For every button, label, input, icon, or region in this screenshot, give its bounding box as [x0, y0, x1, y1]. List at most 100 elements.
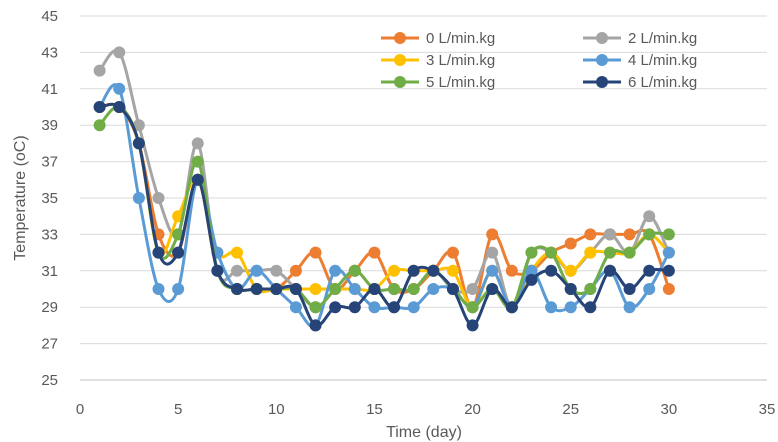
- data-point: [486, 228, 499, 241]
- data-point: [289, 301, 302, 314]
- x-tick-label: 35: [759, 401, 776, 418]
- data-point: [446, 264, 459, 277]
- x-tick-label: 0: [76, 401, 84, 418]
- data-point: [368, 301, 381, 314]
- legend-item: 5 L/min.kg: [381, 74, 495, 91]
- data-point: [623, 283, 636, 295]
- data-point: [623, 228, 636, 241]
- data-point: [191, 173, 204, 186]
- legend-item: 0 L/min.kg: [381, 30, 495, 47]
- data-point: [309, 246, 322, 259]
- data-point: [603, 228, 616, 241]
- y-axis-ticks: 25 27 29 31 33 35 37 39 41 43 45: [41, 8, 58, 389]
- y-tick-label: 43: [41, 44, 58, 61]
- legend-label: 6 L/min.kg: [628, 74, 697, 91]
- data-point: [368, 283, 381, 295]
- legend-swatch-marker: [596, 76, 608, 88]
- data-point: [250, 264, 263, 277]
- y-tick-label: 45: [41, 8, 58, 25]
- data-point: [289, 264, 302, 277]
- y-tick-label: 27: [41, 336, 58, 353]
- data-point: [603, 264, 616, 277]
- data-point: [152, 246, 165, 259]
- x-tick-label: 15: [366, 401, 383, 418]
- y-tick-label: 35: [41, 190, 58, 207]
- data-point: [329, 283, 342, 295]
- data-point: [250, 283, 263, 295]
- data-point: [466, 319, 479, 332]
- data-point: [486, 246, 499, 259]
- data-point: [564, 237, 577, 250]
- data-point: [662, 228, 675, 241]
- data-point: [545, 301, 558, 314]
- data-point: [309, 283, 322, 295]
- data-point: [231, 283, 244, 295]
- legend-swatch-marker: [394, 54, 406, 66]
- data-point: [466, 283, 479, 295]
- data-point: [152, 192, 165, 204]
- data-point: [93, 101, 106, 113]
- data-point: [584, 246, 597, 259]
- data-point: [132, 137, 145, 150]
- data-point: [525, 264, 538, 277]
- y-tick-label: 31: [41, 263, 58, 280]
- x-tick-label: 5: [174, 401, 182, 418]
- x-tick-label: 20: [464, 401, 481, 418]
- data-point: [643, 283, 656, 295]
- legend-item: 2 L/min.kg: [583, 30, 697, 47]
- data-point: [525, 246, 538, 259]
- data-point: [564, 264, 577, 277]
- data-point: [486, 283, 499, 295]
- y-tick-label: 37: [41, 154, 58, 171]
- data-point: [309, 301, 322, 314]
- x-tick-label: 25: [562, 401, 579, 418]
- data-point: [270, 264, 283, 277]
- data-point: [329, 301, 342, 314]
- legend-label: 3 L/min.kg: [426, 52, 495, 69]
- legend-label: 5 L/min.kg: [426, 74, 495, 91]
- data-point: [486, 264, 499, 277]
- legend: 0 L/min.kg 2 L/min.kg 3 L/min.kg 4 L/min.kg…: [381, 30, 697, 91]
- data-point: [309, 319, 322, 332]
- data-point: [113, 82, 126, 95]
- data-point: [329, 264, 342, 277]
- data-point: [407, 264, 420, 277]
- data-point: [584, 283, 597, 295]
- data-point: [388, 301, 401, 314]
- data-point: [348, 301, 361, 314]
- x-tick-label: 10: [268, 401, 285, 418]
- y-tick-label: 25: [41, 372, 58, 389]
- legend-swatch-marker: [596, 32, 608, 44]
- data-point: [662, 283, 675, 295]
- data-point: [505, 264, 518, 277]
- data-point: [545, 264, 558, 277]
- x-axis-title: Time (day): [386, 424, 462, 441]
- series-5: [93, 101, 675, 332]
- legend-item: 4 L/min.kg: [583, 52, 697, 69]
- data-point: [93, 64, 106, 77]
- data-point: [368, 246, 381, 259]
- data-point: [348, 264, 361, 277]
- x-axis-ticks: 0 5 10 15 20 25 30 35: [76, 401, 776, 418]
- data-point: [446, 246, 459, 259]
- legend-label: 4 L/min.kg: [628, 52, 697, 69]
- data-point: [270, 283, 283, 295]
- data-point: [172, 246, 185, 259]
- data-point: [113, 46, 126, 59]
- data-point: [191, 137, 204, 150]
- data-point: [662, 246, 675, 259]
- series-layer: [93, 46, 675, 332]
- legend-label: 2 L/min.kg: [628, 30, 697, 47]
- y-tick-label: 29: [41, 299, 58, 316]
- y-axis-title: Temperature (oC): [12, 135, 29, 260]
- data-point: [388, 283, 401, 295]
- data-point: [584, 228, 597, 241]
- data-point: [564, 301, 577, 314]
- data-point: [427, 264, 440, 277]
- data-point: [662, 264, 675, 277]
- data-point: [348, 283, 361, 295]
- data-point: [93, 119, 106, 132]
- y-tick-label: 41: [41, 81, 58, 98]
- data-point: [564, 283, 577, 295]
